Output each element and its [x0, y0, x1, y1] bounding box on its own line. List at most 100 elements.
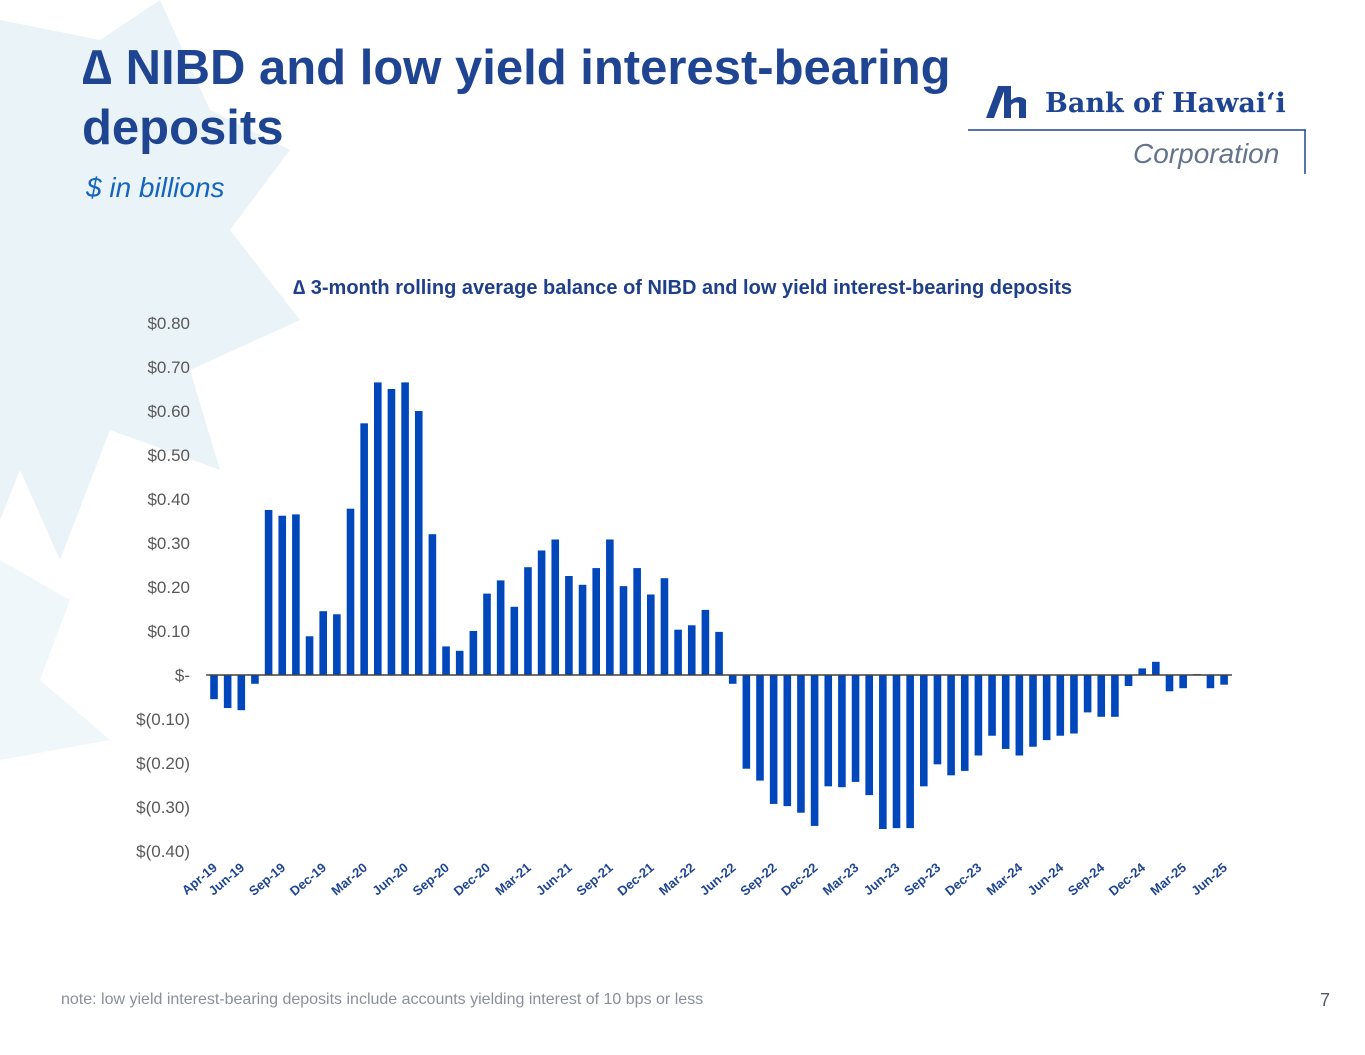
- x-tick-label: Jun-25: [1188, 860, 1230, 898]
- x-tick-label: Sep-21: [573, 860, 615, 899]
- bar-feb-24: [1001, 675, 1010, 749]
- bar-jan-20: [333, 614, 341, 675]
- bar-nov-24: [1124, 675, 1133, 686]
- x-tick-label: Dec-22: [778, 860, 820, 899]
- y-axis: $0.80 $0.70 $0.60 $0.50 $0.40 $0.30 $0.20 $0.10…: [136, 314, 190, 861]
- x-tick-label: Sep-24: [1065, 859, 1108, 898]
- y-tick-label: $(0.40): [136, 842, 190, 861]
- bar-mar-21: [524, 567, 532, 675]
- x-tick-label: Sep-20: [410, 860, 452, 899]
- bar-jun-20: [401, 382, 409, 675]
- bar-sep-23: [933, 675, 942, 765]
- x-tick-label: Mar-20: [328, 860, 370, 898]
- bar-feb-22: [674, 629, 682, 675]
- page-number: 7: [1320, 990, 1331, 1010]
- bar-may-25: [1206, 675, 1215, 689]
- slide-title: ∆ NIBD and low yield interest-bearing de…: [82, 41, 951, 155]
- bar-jun-25: [1220, 675, 1228, 685]
- x-tick-label: Jun-24: [1024, 859, 1066, 898]
- background-star-polygon: [0, 0, 300, 560]
- bar-dec-24: [1138, 668, 1146, 675]
- bar-apr-23: [865, 675, 873, 796]
- bar-feb-20: [346, 508, 355, 675]
- bar-jan-25: [1152, 661, 1160, 675]
- bar-apr-24: [1029, 675, 1037, 747]
- bar-series: [206, 382, 1232, 829]
- bar-jun-21: [565, 576, 573, 675]
- y-tick-label: $(0.20): [136, 754, 190, 773]
- x-tick-label: Dec-21: [614, 860, 656, 899]
- bar-jul-23: [906, 675, 914, 829]
- x-tick-label: Jun-20: [369, 860, 411, 898]
- bar-aug-21: [592, 568, 600, 675]
- bar-oct-22: [783, 675, 792, 807]
- bar-jul-20: [414, 411, 423, 675]
- bar-nov-20: [469, 631, 478, 675]
- bar-may-20: [387, 389, 396, 675]
- bar-jul-24: [1070, 675, 1078, 734]
- x-tick-label: Jun-21: [533, 860, 575, 898]
- bar-jun-23: [892, 675, 901, 829]
- bar-jun-22: [728, 675, 737, 684]
- bar-may-23: [879, 675, 887, 829]
- bar-mar-23: [851, 675, 860, 782]
- x-tick-label: Sep-22: [737, 860, 779, 899]
- bar-mar-22: [687, 625, 696, 675]
- y-tick-label: $0.70: [147, 358, 190, 377]
- bar-jan-22: [660, 578, 669, 675]
- x-tick-label: Sep-19: [246, 860, 288, 899]
- y-tick-label: $(0.30): [136, 798, 190, 817]
- bar-may-22: [715, 631, 723, 675]
- bar-aug-24: [1083, 675, 1092, 713]
- bar-aug-19: [264, 510, 273, 675]
- x-tick-label: Dec-19: [287, 860, 329, 899]
- bar-may-19: [223, 675, 232, 708]
- bar-chart: $0.80 $0.70 $0.60 $0.50 $0.40 $0.30 $0.20 $0.10…: [136, 314, 1232, 899]
- bar-oct-21: [619, 586, 628, 675]
- bar-sep-20: [442, 646, 450, 675]
- bar-jul-19: [251, 675, 259, 684]
- bar-aug-23: [920, 675, 928, 787]
- bar-mar-24: [1015, 675, 1024, 756]
- x-tick-label: Dec-23: [942, 860, 984, 899]
- bar-dec-23: [974, 675, 983, 756]
- bar-sep-19: [278, 515, 287, 675]
- bar-sep-21: [606, 539, 614, 675]
- bar-may-24: [1042, 675, 1051, 741]
- bar-aug-20: [428, 534, 437, 675]
- y-tick-label: $0.20: [147, 578, 190, 597]
- x-tick-label: Sep-23: [901, 860, 943, 899]
- bar-nov-19: [305, 636, 314, 675]
- y-tick-label: $0.10: [147, 622, 190, 641]
- x-tick-label: Jun-22: [697, 860, 739, 898]
- bar-dec-22: [810, 675, 819, 826]
- bar-oct-19: [292, 514, 300, 675]
- bar-jul-21: [578, 584, 587, 675]
- y-tick-label: $0.30: [147, 534, 190, 553]
- y-tick-label: $0.80: [147, 314, 190, 333]
- y-tick-label: $0.40: [147, 490, 190, 509]
- bar-apr-21: [537, 550, 546, 675]
- y-tick-label: $0.60: [147, 402, 190, 421]
- bar-oct-24: [1111, 675, 1119, 717]
- chart-title: ∆ 3-month rolling average balance of NIB…: [292, 277, 1073, 299]
- bar-feb-23: [838, 675, 846, 788]
- bar-feb-25: [1165, 675, 1174, 692]
- bar-sep-22: [769, 675, 778, 804]
- bar-may-21: [551, 539, 560, 675]
- x-tick-label: Dec-20: [451, 860, 493, 899]
- x-tick-label: Mar-24: [984, 859, 1026, 898]
- bar-oct-23: [947, 675, 955, 776]
- bar-jan-21: [496, 580, 505, 675]
- bar-apr-19: [210, 675, 218, 700]
- y-tick-label: $(0.10): [136, 710, 190, 729]
- logo-name: Bank of Hawai‘i: [1045, 88, 1286, 119]
- bank-of-hawaii-logo: [968, 86, 1306, 174]
- bar-aug-22: [756, 675, 764, 781]
- bar-jan-24: [988, 675, 996, 736]
- background-star-shape: [0, 0, 300, 760]
- bar-jan-23: [824, 675, 833, 787]
- bank-of-hawaii-logo-icon: [986, 86, 1026, 118]
- bar-mar-25: [1179, 675, 1187, 689]
- bar-nov-21: [633, 568, 641, 675]
